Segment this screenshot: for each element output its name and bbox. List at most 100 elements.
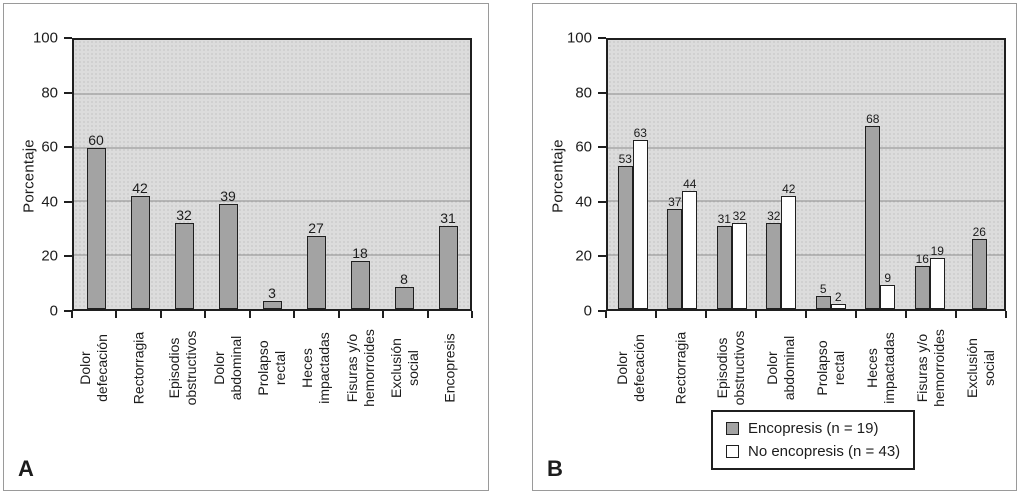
bar: 27 [306, 221, 326, 309]
x-tick-mark [705, 311, 707, 318]
bar-no-encopresis: 2 [830, 291, 846, 309]
category-label-cell: Dolor defecación [72, 318, 116, 418]
category-slot: 26 [955, 40, 1005, 309]
bar-group: 27 [306, 40, 326, 309]
gridline [608, 147, 1004, 149]
gridline [608, 93, 1004, 95]
legend-label-encopresis: Encopresis (n = 19) [748, 420, 879, 437]
bar-value-label: 68 [866, 112, 880, 127]
category-label-cell: Prolapso rectal [250, 318, 294, 418]
x-tick-mark [805, 311, 807, 318]
y-tick-label: 80 [575, 84, 592, 102]
x-tick-mark [605, 311, 607, 318]
category-slot: 31 32 [707, 40, 757, 309]
bar-value-label: 32 [732, 208, 746, 223]
bar: 39 [218, 189, 238, 309]
bar-value-label: 31 [440, 209, 456, 226]
x-tick-mark [955, 311, 957, 318]
y-tick-label: 60 [575, 138, 592, 156]
bar-value-label: 42 [132, 180, 148, 197]
category-label-cell: Dolor defecación [606, 318, 656, 418]
y-tick-mark [64, 37, 72, 39]
gridline [74, 147, 470, 149]
category-label-cell: Dolor abdominal [205, 318, 249, 418]
x-tick-mark [159, 311, 162, 318]
y-axis-ticks: 0 20 40 60 80 100 [533, 31, 606, 319]
category-slot: 32 42 [757, 40, 807, 309]
gridline [74, 93, 470, 95]
bar-no-encopresis: 44 [682, 178, 698, 309]
category-label-cell: Episodios obstructivos [161, 318, 205, 418]
bar: 31 [438, 211, 458, 309]
x-tick-mark [248, 311, 251, 318]
bar-value-label: 19 [930, 243, 944, 258]
bar: 8 [394, 272, 414, 309]
panel-b: Porcentaje 0 20 40 60 80 100 53 63 37 44 31 32 32 42… [532, 3, 1017, 491]
bar-no-encopresis: 9 [880, 272, 896, 309]
x-tick-mark [905, 311, 907, 318]
y-tick-mark [64, 146, 72, 149]
legend-item-no-encopresis: No encopresis (n = 43) [726, 443, 900, 460]
bar-group: 32 42 [766, 40, 797, 309]
bar-value-label: 18 [352, 244, 368, 261]
y-tick-label: 100 [566, 29, 592, 47]
x-axis-ticks [605, 311, 1007, 318]
category-label: Dolor defecación [77, 334, 111, 402]
category-label: Rectorragia [672, 331, 689, 405]
gridline [74, 254, 470, 256]
y-tick-label: 20 [41, 247, 58, 265]
bar-group: 3 [262, 40, 282, 309]
x-axis-labels: Dolor defecación Rectorragia Episodios obs… [72, 318, 472, 418]
y-tick-mark [64, 200, 72, 203]
x-tick-mark [755, 311, 757, 318]
y-tick-mark [598, 310, 606, 312]
category-label: Fisuras y/o hemorroides [914, 329, 947, 407]
bar-encopresis: 16 [914, 253, 930, 309]
gridlines [74, 40, 470, 309]
y-tick-label: 100 [32, 29, 58, 47]
gridline [608, 200, 1004, 202]
bar-value-label: 5 [819, 281, 827, 296]
bars-container: 53 63 37 44 31 32 32 42 5 2 68 9 16 19 26 [608, 40, 1004, 309]
bar: 18 [350, 246, 370, 309]
category-label-cell: Fisuras y/o hemorroides [906, 318, 956, 418]
y-tick-label: 40 [41, 193, 58, 211]
bar-value-label: 32 [767, 208, 781, 223]
bar-encopresis: 26 [971, 226, 987, 309]
y-tick-label: 60 [41, 138, 58, 156]
bar-value-label: 32 [176, 206, 192, 223]
x-tick-mark [1005, 311, 1007, 318]
bar-no-encopresis: 42 [781, 183, 797, 309]
bar-value-label: 63 [633, 125, 647, 140]
plot-area: 60 42 32 39 3 27 18 8 31 [72, 38, 472, 311]
category-label: Dolor abdominal [210, 335, 244, 401]
x-tick-mark [382, 311, 385, 318]
category-slot: 32 [162, 40, 206, 309]
category-slot: 37 44 [658, 40, 708, 309]
bar-group: 68 9 [865, 40, 896, 309]
category-label-cell: Fisuras y/o hemorroides [339, 318, 383, 418]
category-slot: 18 [338, 40, 382, 309]
x-tick-mark [855, 311, 857, 318]
bar-value-label: 53 [618, 152, 632, 167]
bar: 42 [130, 181, 150, 309]
category-label: Fisuras y/o hemorroides [344, 329, 377, 407]
bar-encopresis: 5 [815, 283, 831, 309]
category-label: Heces impactadas [299, 332, 333, 404]
category-label-cell: Exclusión social [956, 318, 1006, 418]
category-label: Dolor abdominal [764, 335, 797, 401]
category-label: Dolor defecación [614, 334, 647, 402]
y-tick-mark [598, 91, 606, 94]
category-slot: 3 [250, 40, 294, 309]
category-label-cell: Episodios obstructivos [706, 318, 756, 418]
y-tick-label: 80 [41, 84, 58, 102]
x-axis-ticks [71, 311, 473, 318]
bar-no-encopresis: 63 [632, 127, 648, 309]
bar-group: 32 [174, 40, 194, 309]
category-slot: 16 19 [905, 40, 955, 309]
bar-value-label: 37 [668, 195, 682, 210]
y-tick-mark [598, 255, 606, 258]
bar-group: 31 32 [716, 40, 747, 309]
bar-group: 16 19 [914, 40, 945, 309]
